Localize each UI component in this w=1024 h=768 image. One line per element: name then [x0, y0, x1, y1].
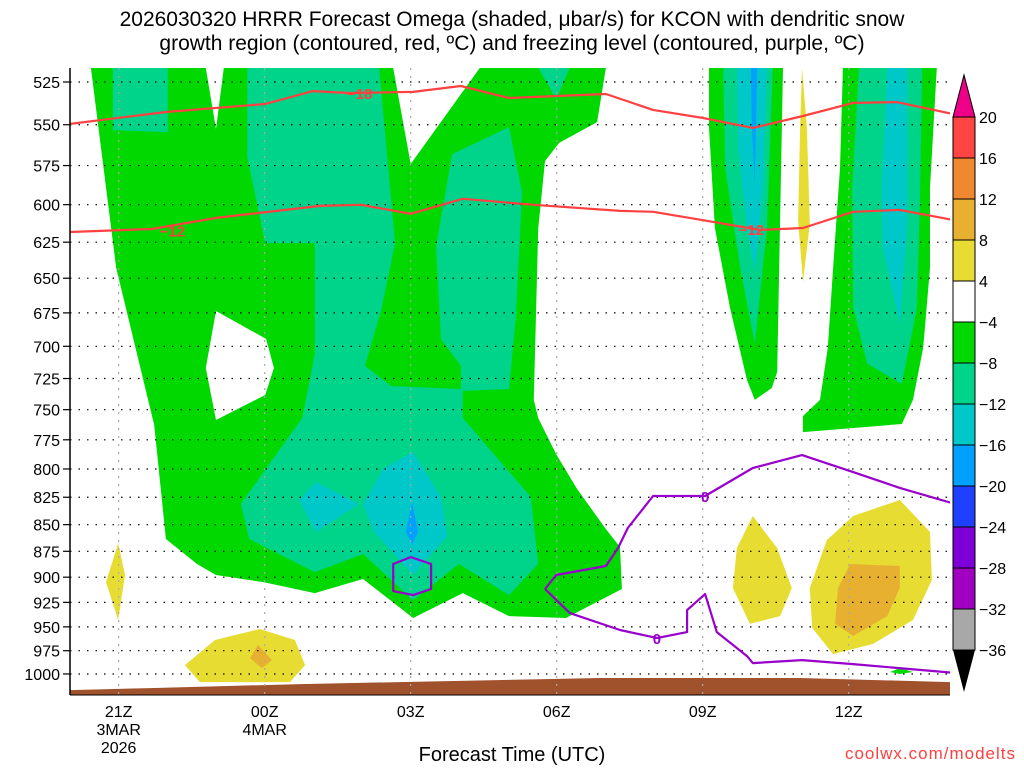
omega-region-5: [363, 452, 448, 575]
colorbar-bin-12: [952, 608, 976, 651]
terrain-layer: [70, 678, 950, 695]
colorbar-label: 4: [979, 274, 988, 291]
colorbar-bin-7: [952, 403, 976, 446]
grid-layer: [70, 68, 950, 695]
colorbar: 20 16 12 8 4 −4 −8 −12 −16 −20 −24 −28 −32 −36: [952, 73, 1006, 692]
y-tick-label: 1000: [24, 667, 60, 684]
dendritic-minus12-line: [70, 197, 950, 234]
y-tick-label: 625: [33, 235, 60, 252]
omega-region-12: [798, 68, 810, 282]
colorbar-label: 12: [979, 192, 997, 209]
y-tick-label: 950: [33, 620, 60, 637]
y-tick-label: 825: [33, 490, 60, 507]
omega-region-22: [890, 668, 913, 674]
colorbar-bin-11: [952, 567, 976, 610]
x-tick-label: 03Z: [397, 704, 425, 721]
omega-region-15: [881, 68, 908, 324]
contour-layer: −18 −12 −12 0 0: [70, 84, 950, 674]
watermark-link[interactable]: coolwx.com/modelts: [844, 744, 1016, 763]
x-axis-label: Forecast Time (UTC): [418, 744, 606, 766]
colorbar-label: −16: [979, 438, 1006, 455]
colorbar-label: 16: [979, 151, 997, 168]
y-tick-label: 725: [33, 372, 60, 389]
colorbar-label: −8: [979, 356, 997, 373]
y-tick-label: 675: [33, 306, 60, 323]
omega-shading-layer: [90, 68, 937, 683]
y-tick-label: 550: [33, 118, 60, 135]
x-tick-label: 00Z: [251, 704, 279, 721]
y-tick-label: 975: [33, 644, 60, 661]
colorbar-label: −20: [979, 479, 1006, 496]
colorbar-label: 8: [979, 233, 988, 250]
dendritic-minus18-line: [70, 84, 950, 130]
y-tick-label: 600: [33, 198, 60, 215]
colorbar-bin-8: [952, 444, 976, 487]
omega-region-1: [205, 311, 274, 420]
terrain-fill: [70, 678, 950, 695]
colorbar-bin-6: [952, 362, 976, 405]
colorbar-label: 20: [979, 110, 997, 127]
colorbar-bottom-extend: [953, 650, 975, 692]
freezing-level-lower-line: [544, 588, 950, 674]
colorbar-label: −12: [979, 397, 1006, 414]
colorbar-label: −28: [979, 561, 1006, 578]
omega-region-2: [112, 68, 168, 133]
colorbar-bin-10: [952, 526, 976, 569]
omega-region-17: [184, 629, 306, 683]
y-tick-label: 900: [33, 570, 60, 587]
colorbar-label: −4: [979, 315, 997, 332]
omega-region-7: [405, 502, 418, 546]
colorbar-label: −32: [979, 602, 1006, 619]
colorbar-label: −24: [979, 520, 1006, 537]
dendritic-minus12-label: −12: [159, 223, 184, 240]
x-tick-label: 12Z: [835, 704, 863, 721]
colorbar-bin-5: [952, 321, 976, 364]
y-tick-label: 875: [33, 544, 60, 561]
omega-region-18: [250, 644, 272, 669]
y-tick-label: 850: [33, 518, 60, 535]
y-tick-label: 800: [33, 462, 60, 479]
omega-region-10: [736, 68, 767, 272]
colorbar-bin-3: [952, 239, 976, 282]
omega-region-16: [106, 543, 125, 620]
colorbar-bin-0: [952, 116, 976, 159]
y-tick-label: 700: [33, 339, 60, 356]
colorbar-bin-1: [952, 157, 976, 200]
x-tick-label: 21Z: [105, 704, 133, 721]
x-tick-label: 2026: [101, 740, 137, 757]
chart-title-line-2: growth region (contoured, red, ºC) and f…: [159, 32, 865, 55]
axes-layer: 525 550 575 600 625 650 675 700 725 750 775 800 825 8…: [24, 68, 950, 757]
dendritic-minus18-label: −18: [347, 86, 372, 103]
omega-region-11: [750, 68, 758, 184]
omega-region-4: [538, 68, 570, 100]
y-tick-label: 575: [33, 159, 60, 176]
y-tick-label: 525: [33, 75, 60, 92]
dendritic-minus12-label: −12: [739, 222, 764, 239]
freezing-level-upper-line: [544, 454, 950, 590]
x-tick-label: 09Z: [689, 704, 717, 721]
freezing-level-lower-label: 0: [653, 631, 661, 648]
x-tick-label: 3MAR: [96, 722, 140, 739]
omega-region-3: [240, 68, 539, 601]
freezing-level-loop-line: [392, 555, 433, 597]
x-tick-label: 4MAR: [242, 722, 286, 739]
omega-region-21: [835, 564, 900, 636]
colorbar-label: −36: [979, 643, 1006, 660]
y-tick-label: 650: [33, 271, 60, 288]
omega-region-19: [732, 516, 792, 624]
y-tick-label: 925: [33, 595, 60, 612]
chart-title-line-1: 2026030320 HRRR Forecast Omega (shaded, …: [119, 8, 905, 31]
colorbar-top-extend: [952, 73, 976, 118]
y-tick-label: 775: [33, 433, 60, 450]
omega-region-6: [299, 482, 360, 532]
x-tick-label: 06Z: [543, 704, 571, 721]
freezing-level-upper-label: 0: [701, 489, 709, 506]
y-tick-label: 750: [33, 403, 60, 420]
colorbar-bin-2: [952, 198, 976, 241]
colorbar-bin-4: [952, 280, 976, 323]
colorbar-bin-9: [952, 485, 976, 528]
